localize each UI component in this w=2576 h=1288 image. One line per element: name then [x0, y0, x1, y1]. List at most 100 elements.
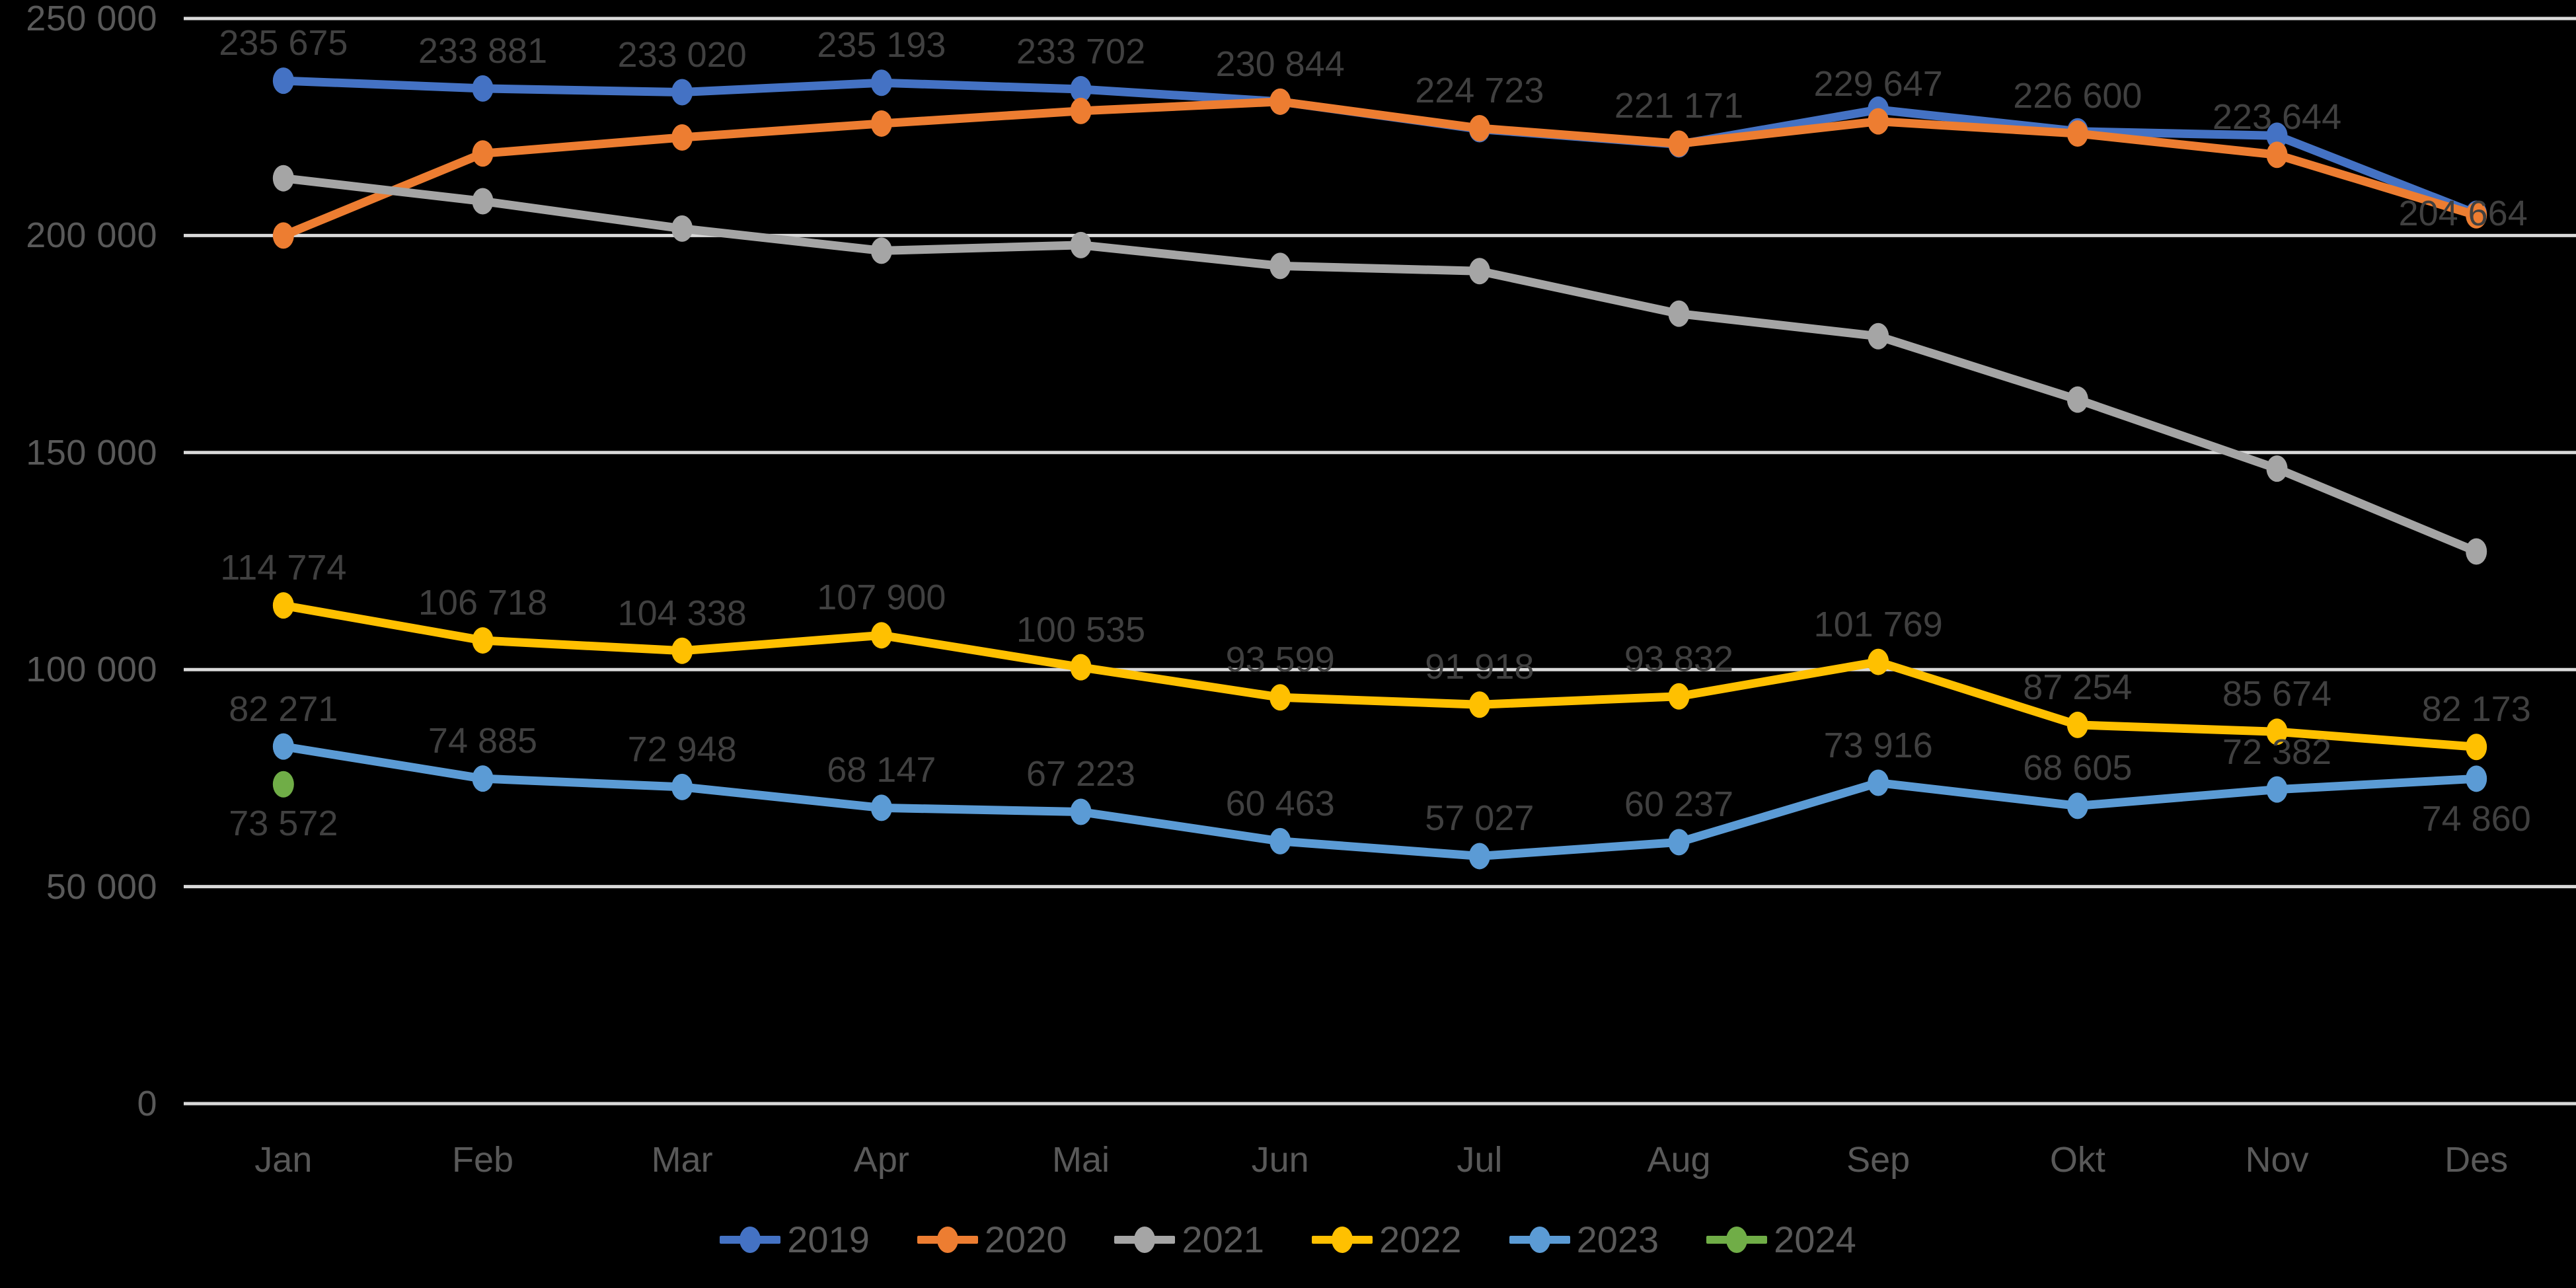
legend-label: 2021 — [1182, 1219, 1264, 1260]
data-point-marker[interactable] — [1468, 843, 1490, 870]
y-axis-tick-label: 200 000 — [26, 215, 157, 256]
data-point-marker[interactable] — [671, 773, 693, 800]
data-label-2019-jan: 235 675 — [219, 23, 348, 63]
data-label-2022-sep: 101 769 — [1813, 604, 1943, 644]
legend-item-2020[interactable]: 2020 — [917, 1221, 1067, 1258]
legend-item-2021[interactable]: 2021 — [1114, 1221, 1264, 1258]
data-point-marker[interactable] — [1868, 648, 1889, 675]
data-point-marker[interactable] — [2066, 386, 2088, 413]
data-point-marker[interactable] — [1468, 115, 1490, 142]
y-axis-tick-label: 150 000 — [26, 432, 157, 473]
data-point-marker[interactable] — [272, 771, 294, 798]
data-point-marker[interactable] — [1269, 252, 1291, 280]
data-point-marker[interactable] — [870, 237, 892, 264]
data-point-marker[interactable] — [1468, 691, 1490, 718]
data-point-marker[interactable] — [870, 622, 892, 649]
legend-marker-icon — [1114, 1225, 1176, 1255]
data-point-marker[interactable] — [671, 124, 693, 151]
chart-legend: 2019 2020 2021 2022 2023 2024 — [0, 1213, 2576, 1266]
legend-marker-icon — [917, 1225, 978, 1255]
data-point-marker[interactable] — [1668, 683, 1690, 710]
legend-item-2024[interactable]: 2024 — [1706, 1221, 1856, 1258]
data-point-marker[interactable] — [472, 627, 494, 654]
series-line-2020 — [279, 97, 2481, 240]
data-point-marker[interactable] — [1070, 231, 1092, 258]
data-point-marker[interactable] — [1868, 108, 1889, 135]
y-axis-tick-label: 250 000 — [26, 0, 157, 38]
data-point-marker[interactable] — [472, 765, 494, 792]
data-point-marker[interactable] — [472, 75, 494, 102]
data-point-marker[interactable] — [272, 733, 294, 760]
data-point-marker[interactable] — [671, 215, 693, 242]
data-point-marker[interactable] — [1269, 827, 1291, 854]
data-point-marker[interactable] — [2266, 776, 2288, 803]
legend-item-2019[interactable]: 2019 — [720, 1221, 870, 1258]
x-axis-tick-label-mai: Mai — [1051, 1140, 1110, 1180]
data-point-marker[interactable] — [870, 110, 892, 137]
data-label-2022-mar: 104 338 — [617, 593, 747, 633]
data-point-marker[interactable] — [2066, 120, 2088, 147]
data-point-marker[interactable] — [1868, 769, 1889, 796]
legend-item-2023[interactable]: 2023 — [1509, 1221, 1659, 1258]
x-axis-tick-label-jun: Jun — [1251, 1140, 1309, 1180]
data-point-marker[interactable] — [1070, 76, 1092, 103]
data-point-marker[interactable] — [2266, 455, 2288, 482]
x-axis-tick-label-feb: Feb — [451, 1140, 514, 1180]
data-point-marker[interactable] — [2266, 122, 2288, 149]
data-label-2023-nov: 72 382 — [2222, 732, 2332, 772]
data-point-marker[interactable] — [2066, 792, 2088, 819]
data-point-marker[interactable] — [472, 140, 494, 167]
data-point-marker[interactable] — [272, 592, 294, 619]
series-line-2022 — [279, 601, 2481, 751]
data-point-marker[interactable] — [671, 79, 693, 106]
data-point-marker[interactable] — [2466, 202, 2487, 229]
y-axis-tick-label: 50 000 — [46, 866, 157, 907]
data-point-marker[interactable] — [1468, 258, 1490, 285]
data-point-marker[interactable] — [1269, 88, 1291, 115]
x-axis-tick-label-sep: Sep — [1846, 1140, 1911, 1180]
data-point-marker[interactable] — [2466, 765, 2487, 792]
data-point-marker[interactable] — [2066, 711, 2088, 738]
data-point-marker[interactable] — [2266, 718, 2288, 745]
legend-label: 2022 — [1379, 1219, 1462, 1260]
data-label-2024-jan: 73 572 — [229, 803, 338, 843]
data-point-marker[interactable] — [1269, 684, 1291, 711]
legend-label: 2024 — [1774, 1219, 1856, 1260]
data-label-2022-apr: 107 900 — [817, 578, 946, 618]
data-label-2020-aug: 221 171 — [1614, 86, 1744, 126]
data-label-2023-mai: 67 223 — [1026, 754, 1136, 794]
data-label-2019-mai: 233 702 — [1016, 32, 1146, 72]
data-label-2022-jun: 93 599 — [1225, 640, 1335, 680]
data-point-marker[interactable] — [1868, 322, 1889, 350]
data-point-marker[interactable] — [2466, 538, 2487, 565]
data-point-marker[interactable] — [870, 794, 892, 821]
data-label-2020-okt: 226 600 — [2013, 76, 2142, 116]
data-label-2022-jul: 91 918 — [1425, 647, 1534, 687]
data-point-marker[interactable] — [1668, 130, 1690, 157]
legend-item-2022[interactable]: 2022 — [1312, 1221, 1462, 1258]
data-point-marker[interactable] — [1668, 300, 1690, 327]
legend-label: 2023 — [1576, 1219, 1659, 1260]
x-axis-tick-label-aug: Aug — [1647, 1140, 1711, 1180]
y-axis-tick-label: 0 — [137, 1084, 157, 1123]
data-point-marker[interactable] — [1070, 654, 1092, 681]
data-point-marker[interactable] — [472, 188, 494, 215]
data-point-marker[interactable] — [1070, 798, 1092, 825]
data-point-marker[interactable] — [1070, 97, 1092, 124]
data-label-2023-apr: 68 147 — [827, 750, 936, 790]
data-point-marker[interactable] — [272, 222, 294, 249]
data-label-2023-jun: 60 463 — [1225, 783, 1335, 823]
data-label-2020-des: 204 664 — [2398, 193, 2528, 233]
series-line-2021 — [279, 174, 2481, 556]
data-point-marker[interactable] — [272, 67, 294, 95]
data-label-2019-feb: 233 881 — [418, 30, 548, 71]
data-point-marker[interactable] — [2266, 141, 2288, 169]
data-point-marker[interactable] — [1668, 829, 1690, 856]
data-point-marker[interactable] — [671, 637, 693, 664]
data-point-marker[interactable] — [870, 69, 892, 96]
data-point-marker[interactable] — [2466, 734, 2487, 761]
data-point-marker[interactable] — [272, 165, 294, 192]
x-axis-tick-label-des: Des — [2444, 1140, 2509, 1180]
